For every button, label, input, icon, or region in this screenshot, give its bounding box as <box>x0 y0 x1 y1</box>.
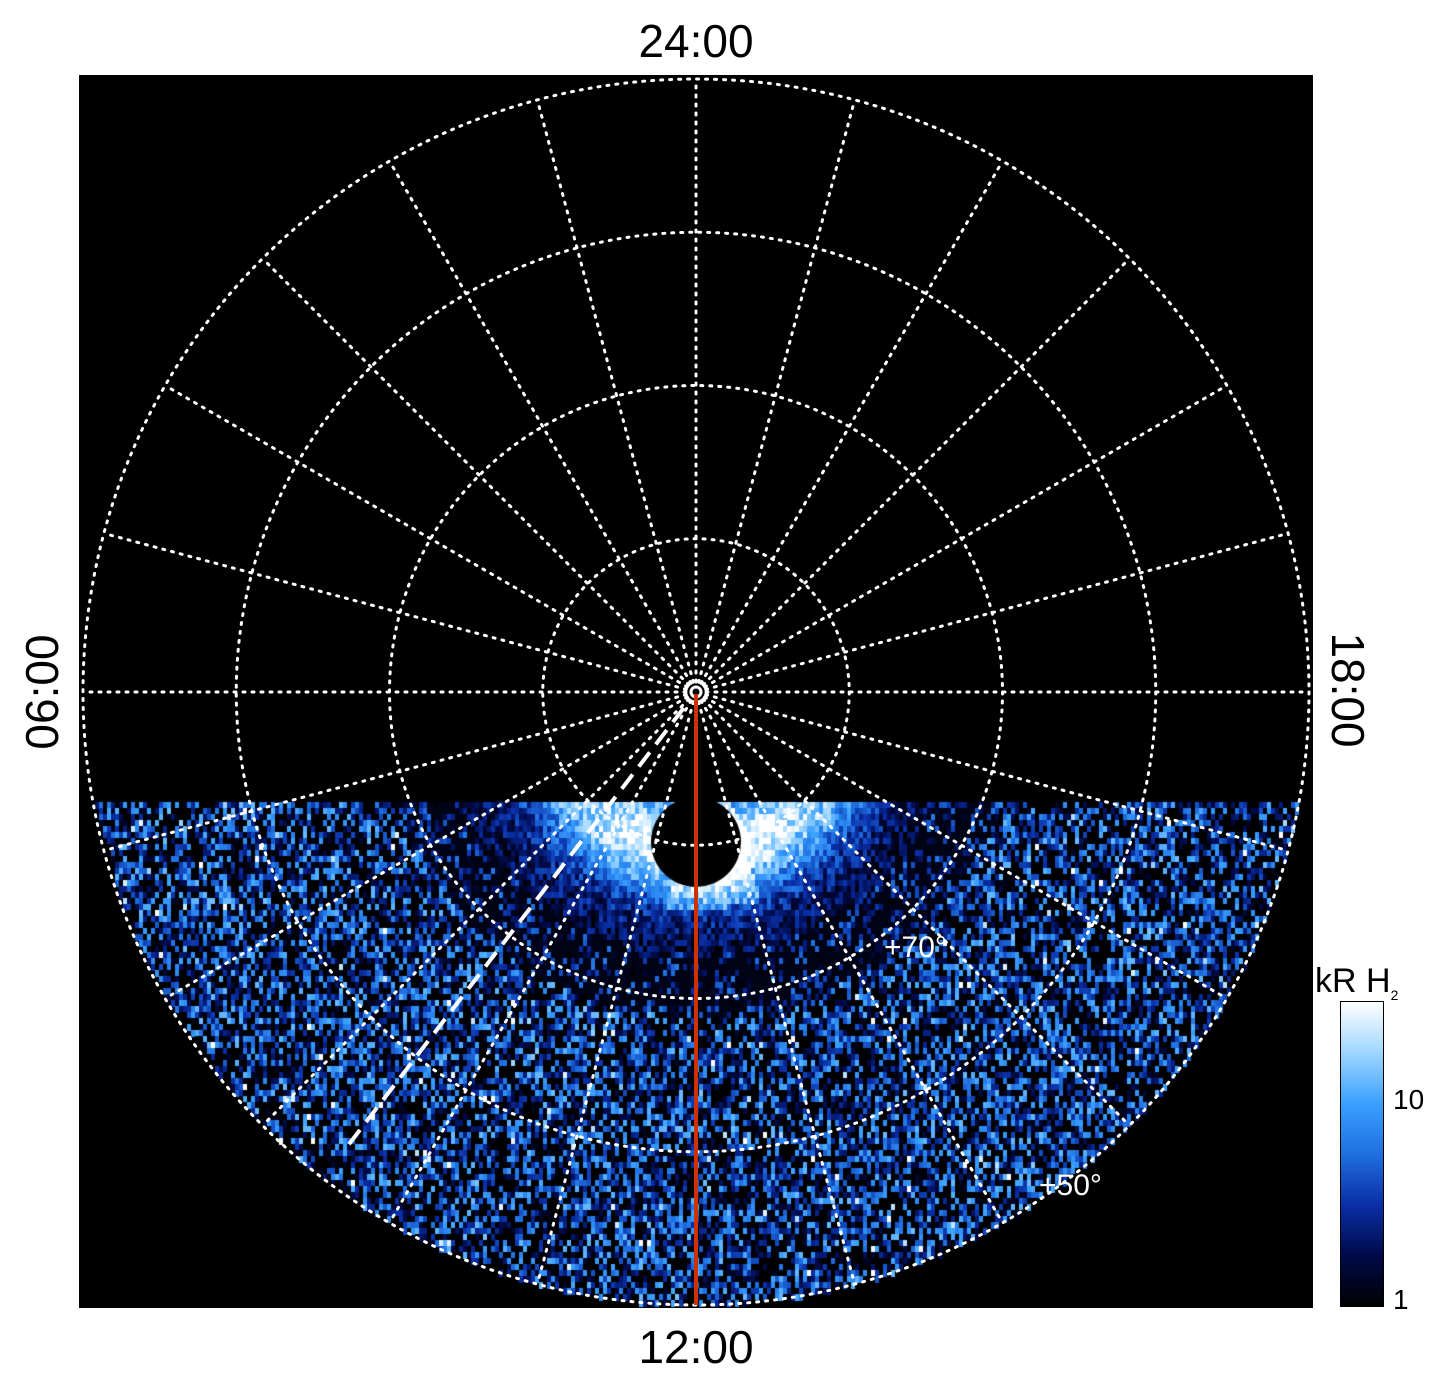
colorbar-tick-10: 10 <box>1393 1084 1425 1115</box>
latitude-label-0: +70° <box>884 931 947 964</box>
meridian-line-4 <box>703 384 1229 689</box>
meridian-line-23 <box>535 98 695 684</box>
meridian-line-17 <box>102 693 688 853</box>
colorbar-tick-1: 1 <box>1393 1284 1409 1315</box>
meridian-line-19 <box>102 531 688 691</box>
local-time-label-dawn: 06:00 <box>16 634 68 750</box>
meridian-line-21 <box>261 257 691 687</box>
meridian-line-11 <box>697 700 857 1286</box>
meridian-line-3 <box>701 257 1131 687</box>
local-time-label-dusk: 18:00 <box>1322 632 1374 748</box>
colorbar <box>1340 1001 1384 1307</box>
meridian-line-16 <box>163 695 689 1000</box>
dashed-reference-line <box>343 706 686 1151</box>
meridian-line-14 <box>388 699 693 1225</box>
meridian-line-7 <box>704 693 1290 853</box>
local-time-label-noon: 12:00 <box>638 1321 754 1373</box>
polar-projection-panel: +70° +50° <box>79 75 1313 1308</box>
meridian-line-8 <box>703 695 1229 1000</box>
meridian-line-2 <box>699 159 1004 685</box>
meridian-line-9 <box>701 697 1131 1127</box>
meridian-line-1 <box>697 98 857 684</box>
colorbar-label: kR H2 <box>1315 962 1399 1003</box>
meridian-line-20 <box>163 384 689 689</box>
meridian-line-5 <box>704 531 1290 691</box>
meridian-line-22 <box>388 159 693 685</box>
meridian-line-15 <box>261 697 691 1127</box>
polar-grid-overlay: +70° +50° <box>81 77 1311 1307</box>
latitude-label-1: +50° <box>1039 1169 1102 1202</box>
local-time-label-midnight: 24:00 <box>638 15 754 67</box>
meridian-line-10 <box>699 699 1004 1225</box>
meridian-line-13 <box>535 700 695 1286</box>
